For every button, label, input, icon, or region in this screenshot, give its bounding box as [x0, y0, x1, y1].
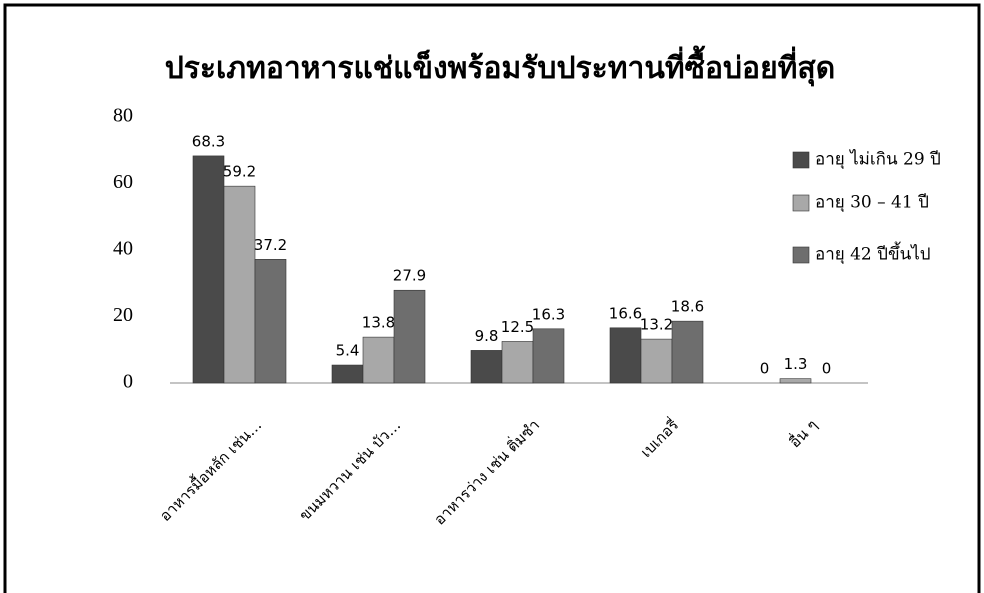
value-label: 5.4	[336, 342, 360, 360]
y-tick-label: 0	[123, 371, 133, 393]
y-tick-label: 20	[113, 304, 133, 326]
value-label: 59.2	[223, 163, 256, 181]
bar	[779, 378, 812, 384]
value-label: 16.3	[532, 305, 565, 323]
bar	[640, 338, 673, 384]
bar	[532, 328, 565, 384]
legend-label: อายุ ไม่เกิน 29 ปี	[815, 149, 941, 170]
bar	[331, 364, 364, 384]
value-label: 0	[822, 360, 832, 378]
value-label: 0	[760, 360, 770, 378]
value-label: 12.5	[501, 318, 534, 336]
legend-swatch	[792, 194, 810, 212]
chart-frame	[3, 3, 981, 593]
value-label: 27.9	[393, 267, 426, 285]
value-label: 37.2	[254, 236, 287, 254]
bar	[254, 259, 287, 384]
value-label: 1.3	[784, 355, 808, 373]
y-tick-label: 40	[113, 238, 133, 260]
value-label: 9.8	[475, 327, 499, 345]
y-tick-label: 80	[113, 105, 133, 127]
legend-label: อายุ 42 ปีขึ้นไป	[815, 242, 931, 265]
legend-swatch	[792, 151, 810, 169]
legend-swatch	[792, 246, 810, 264]
bar	[192, 155, 225, 384]
bar	[393, 289, 426, 384]
legend-label: อายุ 30 – 41 ปี	[815, 193, 929, 213]
y-tick-label: 60	[113, 171, 133, 193]
bar	[223, 185, 256, 384]
value-label: 16.6	[609, 304, 642, 322]
bar	[501, 341, 534, 384]
chart-title: ประเภทอาหารแช่แข็งพร้อมรับประทานที่ซื้อบ…	[165, 45, 835, 87]
value-label: 68.3	[192, 132, 225, 150]
bar	[470, 350, 503, 384]
value-label: 18.6	[671, 298, 704, 316]
bar	[671, 320, 704, 384]
value-label: 13.8	[362, 314, 395, 332]
value-label: 13.2	[640, 316, 673, 334]
bar	[362, 336, 395, 384]
bar	[609, 327, 642, 384]
